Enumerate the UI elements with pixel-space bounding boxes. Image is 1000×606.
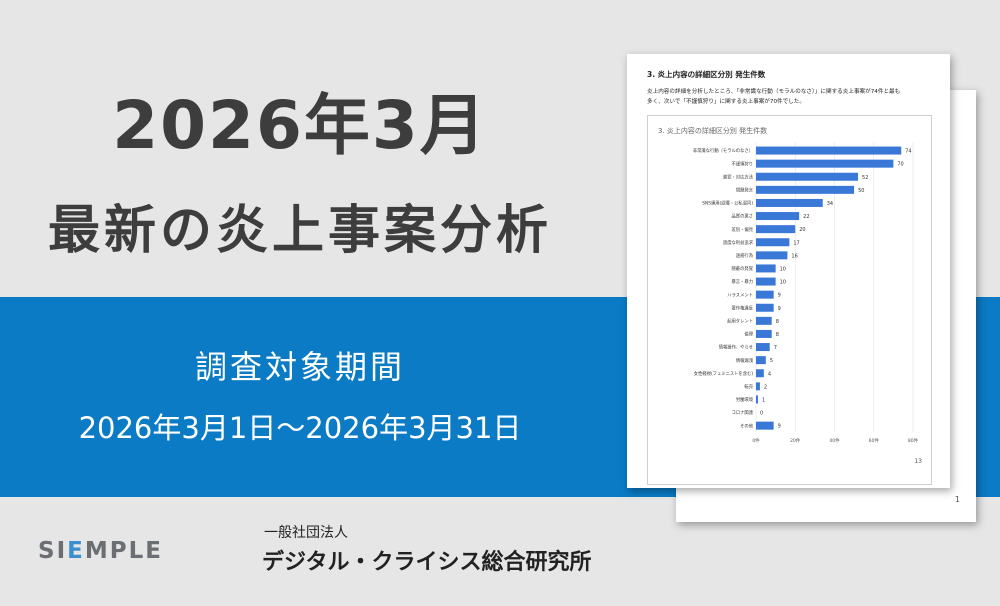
value-label: 52 (862, 175, 868, 181)
x-tick-label: 0件 (752, 437, 760, 444)
category-label: 労働環境 (736, 396, 754, 403)
doc-heading: 3. 炎上内容の詳細区分別 発生件数 (647, 70, 766, 79)
value-label: 8 (776, 332, 779, 338)
value-label: 10 (780, 266, 786, 272)
logo-text-a: SI (38, 538, 68, 564)
bar (756, 185, 855, 194)
bar (756, 159, 894, 168)
value-label: 17 (793, 240, 799, 246)
category-label: 女性軽視(フェミニストを含む) (694, 370, 754, 377)
bar (756, 251, 788, 260)
category-label: 転売 (744, 383, 753, 390)
category-label: 品質の悪さ (732, 213, 753, 220)
value-label: 20 (799, 227, 805, 233)
value-label: 4 (768, 371, 771, 377)
value-label: 9 (778, 293, 781, 299)
category-label: SNS運用(誤爆・公私混同) (702, 200, 753, 207)
category-label: 問題発言 (736, 186, 754, 193)
bar (756, 225, 796, 234)
chart-box: 3. 炎上内容の詳細区分別 発生件数 0件 20件 40件 60件 80件 非常識な行動（… (647, 115, 932, 485)
category-label: 起用タレント (727, 317, 753, 324)
x-tick-label: 80件 (908, 437, 919, 444)
value-label: 34 (827, 201, 833, 207)
bar (756, 343, 770, 352)
category-label: 不謹慎狩り (732, 160, 753, 167)
value-label: 0 (760, 411, 763, 417)
doc-body: 炎上内容の詳細を分析したところ、「非常識な行動（モラルのなさ）」に関する炎上事案… (647, 87, 937, 107)
value-label: 10 (780, 280, 786, 286)
value-label: 74 (905, 149, 911, 155)
category-label: 情報漏洩 (736, 357, 754, 364)
value-label: 16 (791, 253, 797, 259)
bar (756, 329, 772, 338)
bar (756, 172, 859, 181)
category-label: 倫理 (744, 331, 753, 338)
chart-title: 3. 炎上内容の詳細区分別 発生件数 (658, 127, 768, 135)
x-tick-label: 60件 (869, 437, 880, 444)
front-page-number: 13 (914, 458, 922, 465)
logo-text-e: E (67, 538, 85, 564)
bar (756, 421, 774, 430)
doc-body-line: 多く、次いで「不謹慎狩り」に関する炎上事案が70件でした。 (647, 99, 805, 105)
x-tick-label: 20件 (790, 437, 801, 444)
bar (756, 212, 800, 221)
bar (756, 238, 790, 247)
value-label: 7 (774, 345, 777, 351)
category-label: 隠蔽の発覚 (732, 265, 754, 272)
back-page-number: 1 (954, 495, 960, 504)
headline-title: 最新の炎上事案分析 (47, 201, 552, 261)
value-label: 50 (858, 188, 864, 194)
value-label: 2 (764, 384, 767, 390)
category-label: コロナ関連 (732, 409, 754, 416)
bar (756, 264, 776, 273)
headline-month: 2026年3月 (112, 87, 488, 164)
value-label: 22 (803, 214, 809, 220)
period-label: 調査対象期間 (194, 348, 405, 386)
category-label: 著作権違反 (732, 304, 754, 311)
category-label: 過度な利益追求 (723, 239, 754, 246)
value-label: 9 (778, 424, 781, 430)
value-label: 8 (776, 319, 779, 325)
bar (756, 290, 774, 299)
bar (756, 395, 758, 404)
value-label: 9 (778, 306, 781, 312)
bar (756, 356, 766, 365)
bar (756, 369, 764, 378)
category-label: その他 (740, 422, 754, 429)
document-page-front: 3. 炎上内容の詳細区分別 発生件数 炎上内容の詳細を分析したところ、「非常識な… (627, 54, 950, 488)
bar (756, 382, 760, 391)
value-label: 70 (897, 162, 903, 168)
bar (756, 303, 774, 312)
bar (756, 146, 902, 155)
org-type: 一般社団法人 (264, 525, 348, 541)
period-range: 2026年3月1日～2026年3月31日 (78, 411, 522, 445)
bar (756, 316, 772, 325)
category-label: 差別・偏見 (732, 226, 754, 233)
value-label: 1 (762, 397, 765, 403)
value-label: 5 (770, 358, 773, 364)
org-name: デジタル・クライシス総合研究所 (262, 550, 592, 575)
category-label: 情報操作、やらせ (719, 344, 753, 351)
bar (756, 277, 776, 286)
category-label: ハラスメント (727, 292, 753, 298)
category-label: 謝罪・対応方法 (723, 173, 754, 180)
category-label: 迷惑行為 (736, 252, 754, 259)
bar (756, 198, 823, 207)
x-tick-label: 40件 (829, 437, 840, 444)
siemple-logo: SIEMPLE (38, 538, 163, 564)
category-label: 非常識な行動（モラルのなさ） (693, 147, 753, 154)
doc-body-line: 炎上内容の詳細を分析したところ、「非常識な行動（モラルのなさ）」に関する炎上事案… (647, 89, 901, 95)
category-label: 暴言・暴力 (732, 278, 753, 285)
logo-text-b: MPLE (84, 538, 163, 564)
